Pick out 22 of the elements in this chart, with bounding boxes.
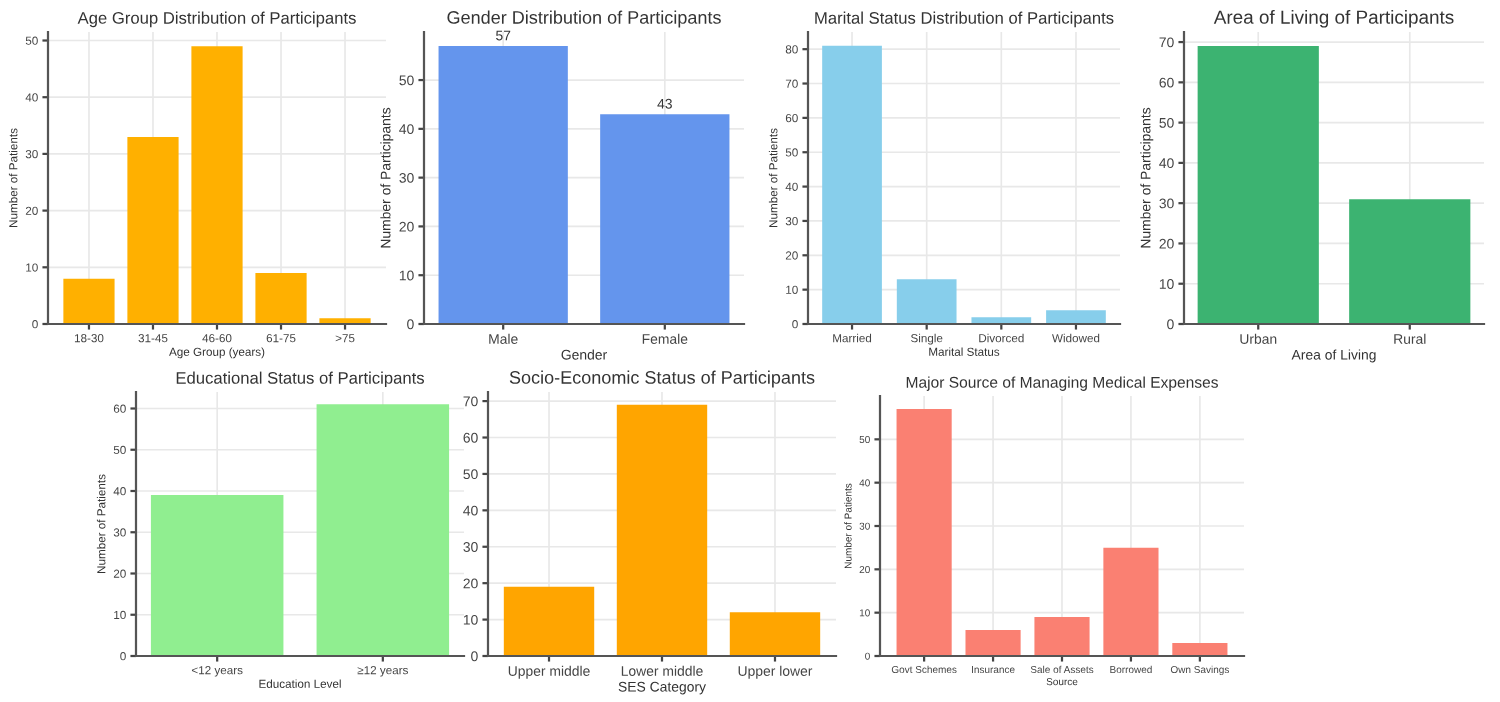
chart-title: Age Group Distribution of Participants — [77, 11, 356, 28]
chart-title: Socio-Economic Status of Participants — [509, 370, 815, 388]
chart-title: Educational Status of Participants — [176, 371, 425, 388]
bar — [1172, 643, 1228, 656]
chart-title: Area of Living of Participants — [1213, 9, 1454, 28]
bar — [896, 409, 952, 656]
bar — [616, 404, 708, 656]
bar — [191, 46, 243, 324]
bar — [319, 318, 371, 324]
bar — [1103, 547, 1159, 656]
bar — [63, 278, 115, 324]
bar — [1046, 310, 1106, 324]
chart-title: Gender Distribution of Participants — [447, 10, 721, 28]
bar — [822, 45, 882, 324]
bar — [255, 272, 307, 324]
chart-title: Marital Status Distribution of Participants — [815, 11, 1114, 28]
bar — [1034, 617, 1090, 656]
bar — [127, 136, 179, 324]
bar — [503, 586, 595, 656]
bar — [729, 612, 821, 656]
bar — [965, 630, 1021, 656]
bar — [896, 279, 957, 324]
